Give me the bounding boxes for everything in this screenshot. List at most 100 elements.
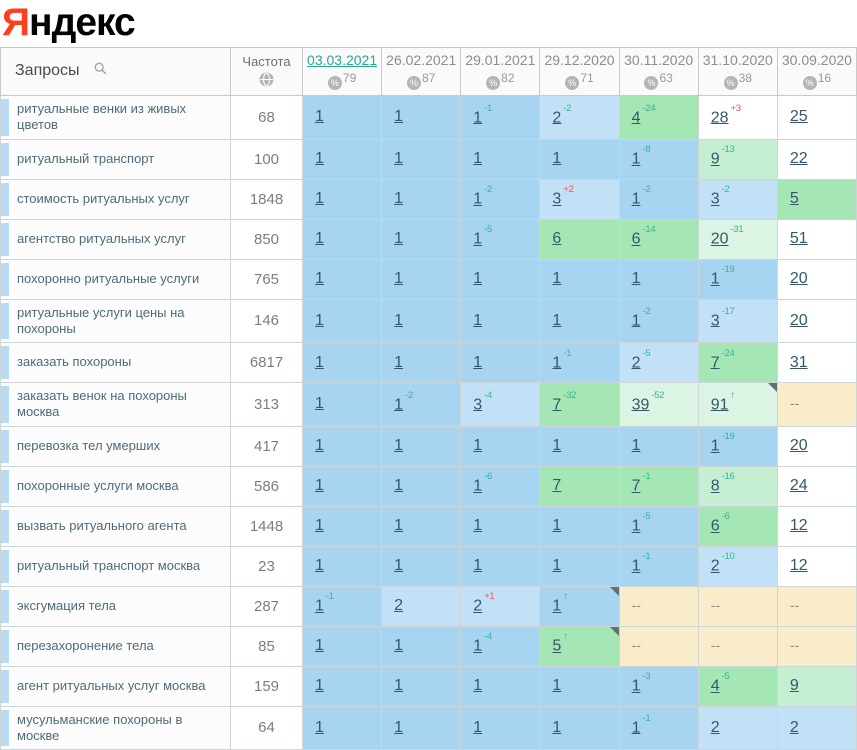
position-cell[interactable]: 1	[381, 342, 462, 383]
position-cell[interactable]: 5	[776, 178, 857, 220]
position-value-link[interactable]: 1	[473, 230, 483, 248]
position-cell[interactable]: 1	[460, 342, 541, 383]
position-cell[interactable]: 1	[301, 705, 383, 750]
position-cell[interactable]: 1-6	[460, 465, 541, 507]
query-cell[interactable]: эксгумация тела	[0, 585, 231, 627]
position-value-link[interactable]: 7	[552, 477, 562, 494]
position-cell[interactable]: 6	[539, 218, 620, 260]
position-cell[interactable]: 3-4	[460, 382, 541, 427]
position-cell[interactable]: 2-10	[697, 545, 778, 587]
position-value-link[interactable]: 1	[315, 150, 324, 167]
position-value-link[interactable]: 3	[710, 312, 720, 330]
position-cell[interactable]: 1	[301, 342, 383, 383]
position-cell[interactable]: 1	[460, 505, 541, 547]
position-cell[interactable]: 1	[381, 665, 462, 707]
query-cell[interactable]: агент ритуальных услуг москва	[0, 665, 231, 707]
query-cell[interactable]: похоронные услуги москва	[0, 465, 231, 507]
position-value-link[interactable]: 1	[631, 677, 641, 695]
position-value-link[interactable]: 1	[473, 477, 483, 495]
position-cell[interactable]: 1	[381, 178, 462, 220]
position-value-link[interactable]: 20	[789, 437, 808, 454]
query-cell[interactable]: ритуальный транспорт	[0, 138, 231, 180]
position-value-link[interactable]: 1	[315, 230, 324, 247]
query-cell[interactable]: агентство ритуальных услуг	[0, 218, 231, 260]
position-cell[interactable]: 20	[776, 425, 857, 467]
position-value-link[interactable]: 1	[552, 150, 562, 167]
position-cell[interactable]: 5↑	[539, 625, 620, 667]
query-cell[interactable]: ритуальный транспорт москва	[0, 545, 231, 587]
position-value-link[interactable]: 6	[552, 230, 562, 247]
position-value-link[interactable]: 1	[473, 150, 483, 167]
position-cell[interactable]: 7	[539, 465, 620, 507]
position-value-link[interactable]: 5	[552, 637, 562, 655]
position-cell[interactable]: 39-52	[618, 382, 699, 427]
position-cell[interactable]: 2-2	[539, 95, 620, 140]
date-link[interactable]: 29.01.2021	[465, 52, 536, 68]
position-value-link[interactable]: 1	[473, 270, 483, 287]
position-value-link[interactable]: 9	[789, 677, 799, 694]
position-value-link[interactable]: 3	[552, 190, 562, 208]
query-cell[interactable]: заказать похороны	[0, 342, 231, 383]
position-cell[interactable]: 3-2	[697, 178, 778, 220]
position-cell[interactable]: 7-1	[618, 465, 699, 507]
position-value-link[interactable]: 1	[631, 719, 641, 737]
position-cell[interactable]: 1	[539, 545, 620, 587]
date-link[interactable]: 30.09.2020	[781, 52, 852, 68]
position-cell[interactable]: 1-2	[460, 178, 541, 220]
position-cell[interactable]: 1	[301, 545, 383, 587]
position-value-link[interactable]: 1	[473, 311, 483, 329]
search-icon[interactable]	[94, 62, 107, 80]
query-cell[interactable]: ритуальные венки из живых цветов	[0, 95, 231, 140]
position-cell[interactable]: 1	[618, 258, 699, 300]
position-cell[interactable]: 1	[381, 425, 462, 467]
position-cell[interactable]: 1	[381, 505, 462, 547]
position-value-link[interactable]: 2	[552, 108, 562, 126]
position-cell[interactable]: 2	[776, 705, 857, 750]
position-cell[interactable]: 91↑	[697, 382, 778, 427]
query-cell[interactable]: мусульманские похороны в москве	[0, 705, 231, 750]
position-cell[interactable]: 1-3	[618, 665, 699, 707]
position-cell[interactable]: 2	[697, 705, 778, 750]
position-value-link[interactable]: 1	[631, 150, 641, 168]
position-value-link[interactable]: 1	[394, 190, 404, 207]
position-value-link[interactable]: 4	[631, 108, 641, 126]
query-cell[interactable]: вызвать ритуального агента	[0, 505, 231, 547]
position-value-link[interactable]: 20	[789, 311, 808, 329]
position-cell[interactable]: 1	[539, 138, 620, 180]
position-value-link[interactable]: 1	[315, 517, 324, 534]
position-value-link[interactable]: 1	[710, 270, 720, 288]
position-value-link[interactable]: 7	[710, 354, 720, 372]
position-value-link[interactable]: 1	[631, 312, 641, 330]
position-cell[interactable]: 51	[776, 218, 857, 260]
position-value-link[interactable]: 24	[789, 477, 808, 494]
date-link[interactable]: 29.12.2020	[544, 52, 615, 68]
position-cell[interactable]: 1	[539, 505, 620, 547]
position-value-link[interactable]: 1	[394, 677, 404, 694]
position-value-link[interactable]: 1	[315, 311, 324, 329]
position-cell[interactable]: 1↑	[539, 585, 620, 627]
query-cell[interactable]: стоимость ритуальных услуг	[0, 178, 231, 220]
position-value-link[interactable]: 6	[631, 230, 641, 248]
position-value-link[interactable]: 1	[473, 108, 483, 126]
position-value-link[interactable]: 1	[394, 150, 404, 167]
position-value-link[interactable]: 1	[315, 108, 324, 126]
position-value-link[interactable]: 22	[789, 150, 808, 167]
position-value-link[interactable]: 1	[552, 437, 562, 454]
position-cell[interactable]: 4-5	[697, 665, 778, 707]
position-value-link[interactable]: 1	[394, 718, 404, 736]
position-cell[interactable]: 1-2	[618, 178, 699, 220]
position-cell[interactable]: 1	[301, 625, 383, 667]
position-cell[interactable]: 1-2	[618, 298, 699, 343]
position-cell[interactable]: 1	[381, 545, 462, 587]
position-cell[interactable]: 20	[776, 258, 857, 300]
query-cell[interactable]: заказать венок на похороны москва	[0, 382, 231, 427]
position-cell[interactable]: 9-13	[697, 138, 778, 180]
position-value-link[interactable]: 1	[473, 190, 483, 208]
position-cell[interactable]: 7-24	[697, 342, 778, 383]
position-value-link[interactable]: 1	[631, 270, 641, 287]
globe-icon[interactable]	[231, 72, 302, 90]
position-value-link[interactable]: 1	[552, 270, 562, 287]
position-cell[interactable]: 25	[776, 95, 857, 140]
position-value-link[interactable]: 1	[394, 108, 404, 126]
position-value-link[interactable]: 1	[631, 557, 641, 575]
